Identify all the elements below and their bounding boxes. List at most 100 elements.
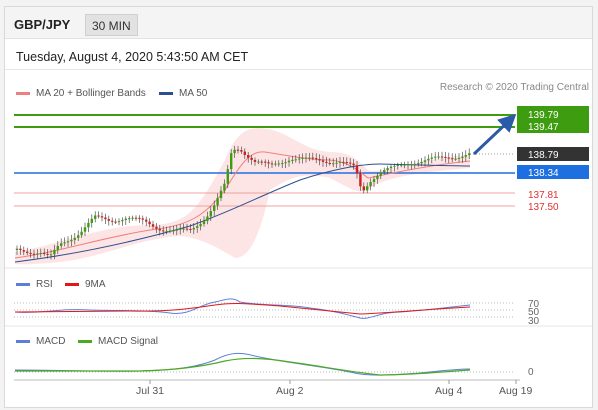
bollinger-band	[15, 128, 470, 265]
candle-body	[66, 241, 70, 243]
ma20-line	[14, 151, 471, 259]
candle-body	[366, 186, 369, 191]
candle-body	[386, 168, 389, 171]
legend-macd-signal: MACD Signal	[78, 336, 158, 347]
candle-body	[32, 253, 36, 255]
candle-body	[304, 157, 308, 159]
candle-body	[226, 169, 229, 184]
candle-body	[250, 157, 253, 160]
candle-body	[338, 161, 342, 163]
candle-body	[454, 158, 457, 160]
candle-body	[423, 160, 427, 162]
candle-body	[267, 162, 270, 164]
candle-body	[270, 163, 274, 165]
candle-body	[158, 228, 161, 231]
candle-body	[216, 198, 219, 206]
candle-body	[372, 179, 376, 182]
candle-body	[175, 229, 178, 231]
candle-body	[291, 159, 294, 161]
candlestick-series	[15, 145, 471, 260]
timestamp: Tuesday, August 4, 2020 5:43:50 AM CET	[16, 50, 249, 64]
tag-resistance-bg	[517, 106, 589, 133]
rsi-ma-line	[14, 302, 471, 315]
rsi-label-30: 30	[528, 316, 540, 327]
candle-body	[29, 252, 32, 254]
legend-macd: MACD	[16, 336, 65, 347]
candle-body	[100, 216, 104, 218]
candle-body	[172, 230, 175, 232]
candle-body	[15, 248, 19, 250]
candle-body	[202, 221, 206, 224]
candle-body	[274, 163, 277, 165]
candle-body	[321, 160, 325, 162]
candle-body	[332, 163, 335, 165]
candle-body	[90, 218, 93, 223]
candle-body	[461, 156, 464, 158]
tag-pivot-bg	[517, 165, 589, 179]
candle-body	[451, 158, 454, 160]
price-tags: 139.79 139.47 138.79 138.34 137.81 137.5…	[517, 106, 589, 213]
chart-widget: GBP/JPY 30 MIN Tuesday, August 4, 2020 5…	[4, 6, 593, 408]
currency-pair: GBP/JPY	[14, 17, 71, 32]
candle-body	[355, 165, 359, 174]
candle-body	[114, 221, 117, 223]
candle-body	[301, 157, 304, 159]
candle-body	[104, 217, 107, 220]
candle-body	[240, 150, 243, 152]
candle-body	[294, 159, 297, 161]
x-label-aug19: Aug 19	[499, 385, 532, 397]
price-tag-138-79: 138.79	[528, 150, 559, 161]
candle-body	[22, 250, 25, 252]
candle-body	[376, 175, 379, 180]
candle-body	[284, 162, 287, 164]
candle-body	[403, 164, 406, 166]
candle-body	[311, 157, 314, 159]
candle-body	[345, 162, 348, 164]
candle-body	[94, 215, 97, 219]
candle-body	[389, 166, 393, 169]
legend-label: MACD Signal	[98, 336, 159, 347]
legend-ma50: MA 50	[159, 88, 207, 99]
candle-body	[165, 230, 168, 232]
candle-body	[117, 221, 121, 223]
candle-body	[168, 230, 172, 232]
candle-body	[413, 163, 416, 165]
candle-body	[447, 157, 450, 159]
legend-ma20: MA 20 + Bollinger Bands	[16, 88, 146, 99]
timeframe-button[interactable]: 30 MIN	[85, 14, 138, 36]
candle-body	[49, 254, 53, 256]
candle-body	[440, 156, 444, 158]
candle-body	[223, 183, 226, 191]
candle-body	[328, 162, 331, 164]
legend-label: MACD	[36, 336, 66, 347]
candle-body	[406, 164, 410, 166]
candle-body	[39, 253, 42, 255]
candle-body	[107, 219, 110, 221]
candle-body	[233, 149, 236, 154]
candle-body	[179, 228, 182, 230]
candle-body	[145, 219, 148, 222]
price-tag-137-81: 137.81	[528, 190, 559, 201]
legend-swatch	[16, 92, 30, 95]
candle-body	[46, 253, 49, 255]
candle-body	[457, 157, 461, 159]
candle-body	[209, 211, 212, 217]
candle-body	[70, 239, 73, 242]
candle-body	[369, 181, 372, 187]
candle-body	[298, 158, 301, 160]
candle-body	[260, 161, 263, 163]
candle-body	[349, 162, 352, 164]
candle-body	[196, 226, 199, 228]
tag-last-bg	[517, 147, 589, 161]
candle-body	[162, 230, 165, 232]
candle-body	[124, 218, 127, 221]
price-tag-139-47: 139.47	[528, 122, 559, 133]
source-credit: Research © 2020 Trading Central	[439, 82, 589, 93]
candle-body	[56, 245, 59, 250]
candle-body	[63, 242, 66, 244]
legend-swatch	[16, 340, 30, 343]
candle-body	[434, 156, 437, 158]
candle-body	[464, 155, 467, 157]
candle-body	[213, 205, 216, 212]
